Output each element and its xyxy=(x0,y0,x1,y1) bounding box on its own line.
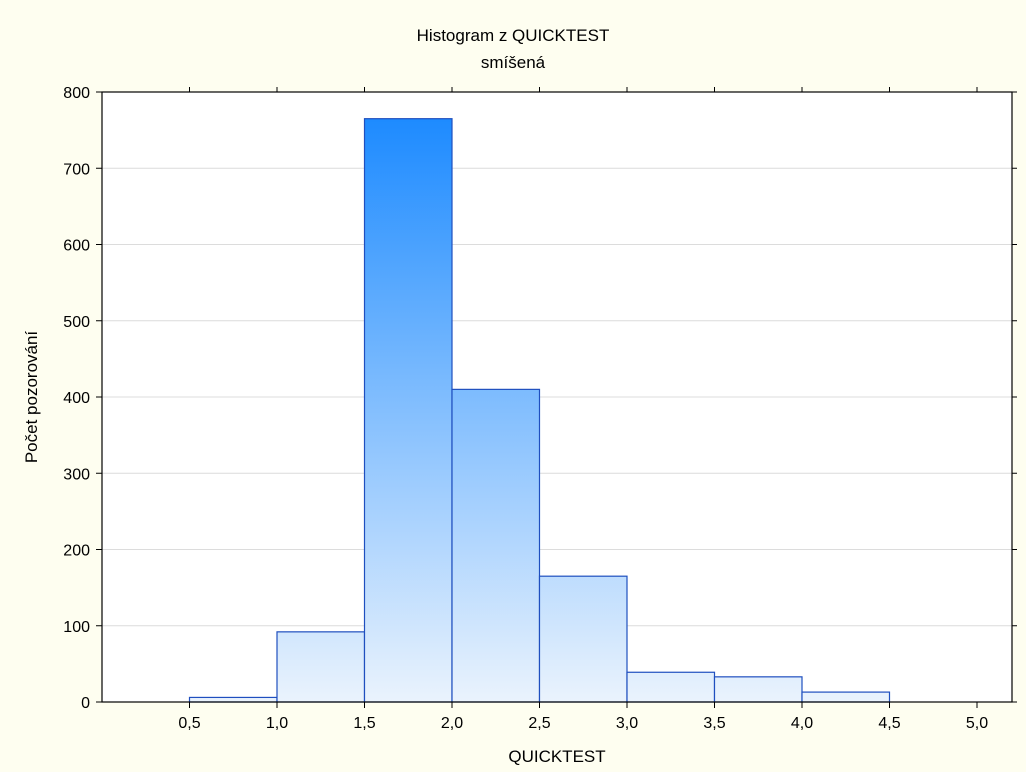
histogram-bar xyxy=(626,671,716,703)
chart-subtitle: smíšená xyxy=(481,53,546,72)
x-tick-label: 1,0 xyxy=(266,715,288,732)
x-tick-label: 2,5 xyxy=(528,715,550,732)
x-tick-label: 2,0 xyxy=(441,715,463,732)
y-tick-label: 0 xyxy=(81,695,90,712)
y-tick-label: 700 xyxy=(63,161,90,178)
tick-labels: 0,5 1,0 1,5 2,0 2,5 3,0 3,5 4,0 4,5 5,0 0 100 200 300… xyxy=(63,85,988,732)
y-tick-label: 500 xyxy=(63,314,90,331)
x-tick-label: 3,5 xyxy=(703,715,725,732)
y-tick-label: 300 xyxy=(63,466,90,483)
x-tick-label: 5,0 xyxy=(966,715,988,732)
histogram-bar xyxy=(188,696,278,703)
axes xyxy=(96,87,1017,708)
y-tick-label: 200 xyxy=(63,543,90,560)
x-tick-label: 0,5 xyxy=(178,715,200,732)
histogram-bar xyxy=(538,575,628,703)
y-tick-label: 600 xyxy=(63,238,90,255)
y-tick-label: 100 xyxy=(63,619,90,636)
x-tick-label: 3,0 xyxy=(616,715,638,732)
histogram-bar xyxy=(276,631,366,703)
x-tick-label: 1,5 xyxy=(353,715,375,732)
histogram-bar xyxy=(451,388,541,703)
y-tick-label: 400 xyxy=(63,390,90,407)
chart-title: Histogram z QUICKTEST xyxy=(417,26,610,45)
histogram-bar xyxy=(713,676,803,703)
bars xyxy=(188,118,891,703)
histogram-bar xyxy=(363,118,453,703)
y-tick-label: 800 xyxy=(63,85,90,102)
x-axis-title: QUICKTEST xyxy=(508,747,605,766)
grid-lines xyxy=(102,167,1012,627)
x-tick-label: 4,5 xyxy=(878,715,900,732)
x-tick-label: 4,0 xyxy=(791,715,813,732)
y-axis-title: Počet pozorování xyxy=(22,331,41,464)
histogram-bar xyxy=(801,691,891,703)
